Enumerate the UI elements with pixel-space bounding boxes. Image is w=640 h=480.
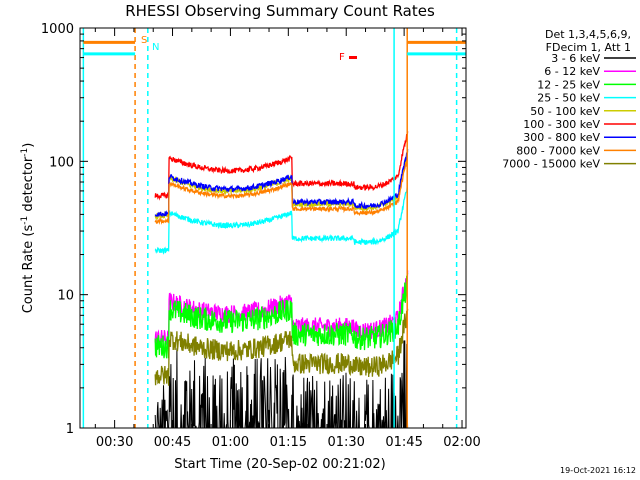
x-tick-label: 00:45 [154,435,191,450]
legend: Det 1,3,4,5,6,9,FDecim 1, Att 13 - 6 keV… [502,28,636,171]
legend-entry-label: 50 - 100 keV [530,105,600,118]
plot-frame [79,27,467,429]
marker-s: S [141,35,147,46]
x-axis: 00:30 00:45 01:00 01:15 01:30 01:45 02:00 [94,28,481,450]
legend-entry-label: 300 - 800 keV [523,131,600,144]
legend-entry-label: 100 - 300 keV [523,118,600,131]
x-axis-label: Start Time (20-Sep-02 00:21:02) [174,457,385,472]
legend-header-line: Det 1,3,4,5,6,9, [545,28,631,41]
legend-entry-label: 800 - 7000 keV [516,144,600,157]
series-line [154,186,408,255]
x-tick-label: 01:15 [270,435,307,450]
series-line [154,131,409,201]
legend-entry-label: 7000 - 15000 keV [502,158,600,171]
marker-f-bar [349,56,357,59]
series-line [154,159,408,225]
legend-header-line: FDecim 1, Att 1 [546,41,631,54]
series-layer [154,131,409,428]
legend-entry-label: 25 - 50 keV [537,92,600,105]
series-line [154,308,409,386]
y-axis-label: Count Rate (s-1 detector-1) [20,143,36,314]
marker-f: F [339,52,345,63]
y-axis: 1 10 100 1000 [41,22,466,437]
series-line [154,149,409,218]
marker-n: N [152,42,159,53]
legend-entry-label: 12 - 25 keV [537,78,600,91]
x-tick-label: 01:00 [212,435,249,450]
x-tick-label: 01:30 [327,435,364,450]
x-tick-label: 02:00 [443,435,480,450]
y-tick-label: 100 [49,155,74,170]
y-tick-label: 1 [66,422,74,437]
chart-title: RHESSI Observing Summary Count Rates [125,2,435,20]
series-line [154,270,409,348]
x-tick-label: 01:45 [385,435,422,450]
legend-entry-label: 6 - 12 keV [544,65,600,78]
legend-entry-label: 3 - 6 keV [551,52,600,65]
vertical-markers [82,28,466,428]
series-line [154,273,409,359]
x-tick-label: 00:30 [96,435,133,450]
y-tick-label: 1000 [41,22,74,37]
timestamp: 19-Oct-2021 16:12 [560,466,636,475]
y-tick-label: 10 [57,289,74,304]
series-line [154,340,409,428]
